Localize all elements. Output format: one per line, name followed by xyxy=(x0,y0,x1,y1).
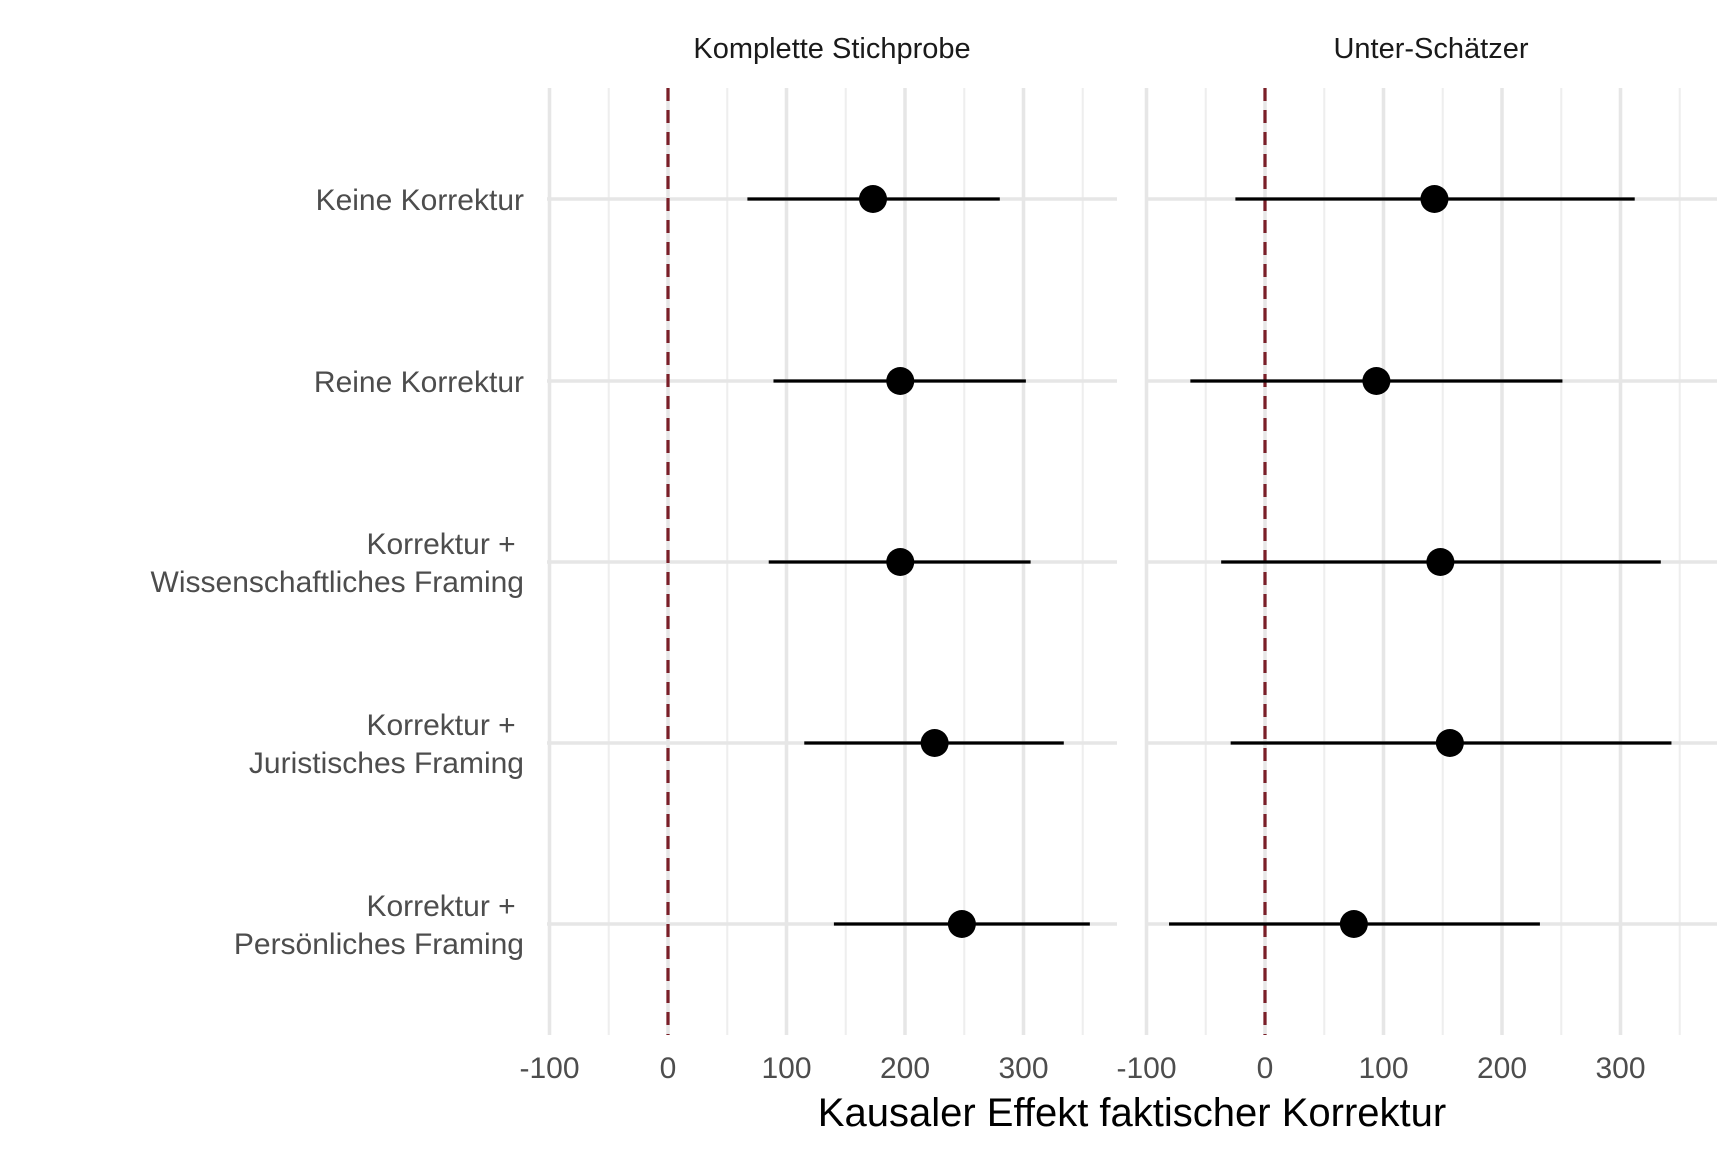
point-estimate xyxy=(1435,729,1464,757)
category-label-line: Wissenschaftliches Framing xyxy=(151,566,524,599)
category-label-line: Korrektur + xyxy=(366,890,524,923)
x-tick-label: -100 xyxy=(1116,1052,1176,1085)
category-label-line: Juristisches Framing xyxy=(249,747,524,780)
point-estimate xyxy=(1339,910,1368,938)
category-label: Keine Korrektur xyxy=(316,184,524,217)
x-tick-label: 100 xyxy=(761,1052,811,1085)
labels: -100 0 100 200 300 Komplette Stichprobe -100 0 1… xyxy=(151,33,1646,1135)
point-estimate xyxy=(947,910,976,938)
category-label: Reine Korrektur xyxy=(314,366,524,399)
point-estimate xyxy=(886,367,915,395)
point-estimate xyxy=(1420,185,1449,213)
x-tick-label: 300 xyxy=(998,1052,1048,1085)
category-label-line: Korrektur + xyxy=(366,709,524,742)
category-label-line: Korrektur + xyxy=(366,528,524,561)
x-tick-label: 100 xyxy=(1358,1052,1408,1085)
panel-title: Komplette Stichprobe xyxy=(693,33,970,65)
category-label-line: Keine Korrektur xyxy=(316,184,524,217)
category-label: Korrektur + Persönliches Framing xyxy=(234,890,524,961)
point-estimate xyxy=(920,729,949,757)
x-tick-label: -100 xyxy=(519,1052,579,1085)
category-label-line: Persönliches Framing xyxy=(234,928,524,961)
panel-title: Unter-Schätzer xyxy=(1333,33,1528,65)
category-label-line: Reine Korrektur xyxy=(314,366,524,399)
point-estimate xyxy=(886,548,915,576)
point-estimates xyxy=(859,185,1464,938)
category-label: Korrektur + Juristisches Framing xyxy=(249,709,524,780)
point-estimate xyxy=(1426,548,1455,576)
x-tick-label: 300 xyxy=(1595,1052,1645,1085)
category-label: Korrektur + Wissenschaftliches Framing xyxy=(151,528,524,599)
x-tick-label: 0 xyxy=(1257,1052,1274,1085)
point-estimate xyxy=(859,185,888,213)
x-tick-label: 0 xyxy=(660,1052,677,1085)
x-axis-title: Kausaler Effekt faktischer Korrektur xyxy=(818,1091,1446,1135)
x-tick-label: 200 xyxy=(1477,1052,1527,1085)
x-tick-label: 200 xyxy=(880,1052,930,1085)
point-estimate xyxy=(1362,367,1391,395)
